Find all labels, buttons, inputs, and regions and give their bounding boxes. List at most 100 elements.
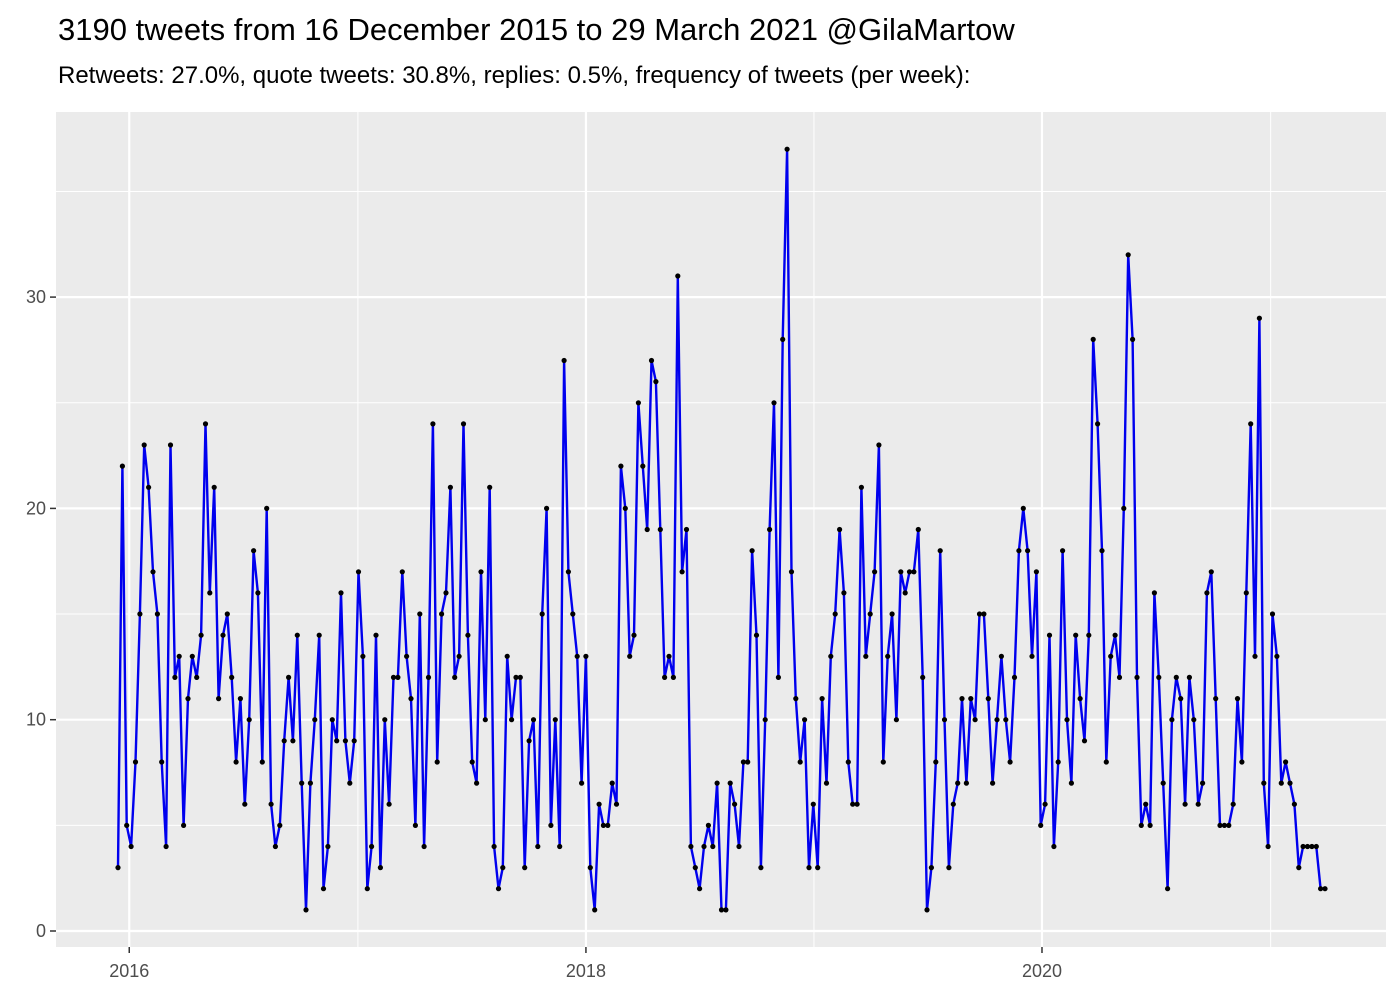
x-tick-label: 2018 xyxy=(566,961,606,981)
data-point xyxy=(631,632,637,638)
data-point xyxy=(583,653,589,659)
data-point xyxy=(216,696,222,702)
data-point xyxy=(622,505,628,511)
data-point xyxy=(1055,759,1061,765)
data-point xyxy=(237,696,243,702)
data-point xyxy=(535,843,541,850)
data-point xyxy=(259,759,265,765)
data-point xyxy=(115,865,121,871)
data-point xyxy=(1060,548,1066,554)
data-point xyxy=(526,738,532,744)
data-point xyxy=(911,569,917,575)
data-point xyxy=(1234,696,1241,702)
data-point xyxy=(312,717,318,723)
data-point xyxy=(242,801,248,807)
data-point xyxy=(906,569,913,575)
data-point xyxy=(198,632,204,638)
data-point xyxy=(141,442,147,448)
data-point xyxy=(500,865,506,871)
data-point xyxy=(1081,738,1088,744)
data-point xyxy=(1204,590,1210,596)
data-point xyxy=(224,611,230,617)
data-point xyxy=(1151,590,1157,596)
data-point xyxy=(889,611,895,617)
data-point xyxy=(1020,505,1026,511)
data-point xyxy=(1269,611,1276,617)
data-point xyxy=(1095,421,1101,427)
data-point xyxy=(478,569,484,575)
data-point xyxy=(570,611,576,617)
data-point xyxy=(1103,759,1109,765)
data-point xyxy=(854,801,860,807)
data-point xyxy=(1191,717,1197,723)
data-point xyxy=(837,526,843,533)
data-point xyxy=(1086,632,1092,638)
data-point xyxy=(732,801,738,807)
data-point xyxy=(670,674,677,681)
data-point xyxy=(648,357,655,364)
data-point xyxy=(941,717,948,723)
data-point xyxy=(727,780,733,786)
data-point xyxy=(1208,569,1214,575)
data-point xyxy=(788,569,795,575)
data-point xyxy=(950,801,956,807)
data-point xyxy=(509,717,515,723)
data-point xyxy=(124,822,130,829)
data-point xyxy=(1011,674,1018,681)
data-point xyxy=(1300,843,1306,850)
data-point xyxy=(452,674,458,681)
data-point xyxy=(334,738,340,744)
data-point xyxy=(976,611,983,617)
data-point xyxy=(828,653,834,659)
data-point xyxy=(574,653,580,659)
data-point xyxy=(290,738,296,744)
data-point xyxy=(456,653,462,659)
data-point xyxy=(653,379,659,385)
data-point xyxy=(1042,801,1048,807)
data-point xyxy=(1130,336,1136,342)
data-point xyxy=(985,696,991,702)
data-point xyxy=(1143,801,1149,807)
data-point xyxy=(1125,252,1131,258)
data-point xyxy=(286,674,292,681)
data-point xyxy=(688,843,694,850)
data-point xyxy=(565,569,572,575)
data-point xyxy=(579,780,585,786)
data-point xyxy=(1169,717,1175,723)
data-point xyxy=(1200,780,1206,786)
data-point xyxy=(885,653,891,659)
data-point xyxy=(1016,548,1022,554)
data-point xyxy=(775,674,782,681)
data-point xyxy=(679,569,685,575)
data-point xyxy=(146,484,152,490)
data-point xyxy=(1165,886,1171,892)
data-point xyxy=(355,569,362,575)
data-point xyxy=(329,717,335,723)
data-point xyxy=(780,336,786,342)
data-point xyxy=(1296,865,1302,871)
data-point xyxy=(933,759,939,765)
data-point xyxy=(1287,780,1293,786)
data-point xyxy=(1077,696,1083,702)
data-point xyxy=(281,738,287,744)
data-point xyxy=(268,801,274,807)
data-point xyxy=(430,421,436,427)
data-point xyxy=(1051,843,1057,850)
data-point xyxy=(382,717,388,723)
data-point xyxy=(439,611,445,617)
data-point xyxy=(1252,653,1258,659)
y-tick-label: 0 xyxy=(36,921,46,941)
data-point xyxy=(369,843,375,850)
data-point xyxy=(561,357,567,364)
data-point xyxy=(1221,822,1227,829)
data-point xyxy=(880,759,886,765)
y-tick-label: 20 xyxy=(26,498,46,518)
data-point xyxy=(504,653,510,659)
data-point xyxy=(172,674,178,681)
data-point xyxy=(723,907,729,913)
data-point xyxy=(194,674,200,681)
data-point xyxy=(613,801,620,807)
data-point xyxy=(377,865,383,871)
data-point xyxy=(858,484,865,490)
